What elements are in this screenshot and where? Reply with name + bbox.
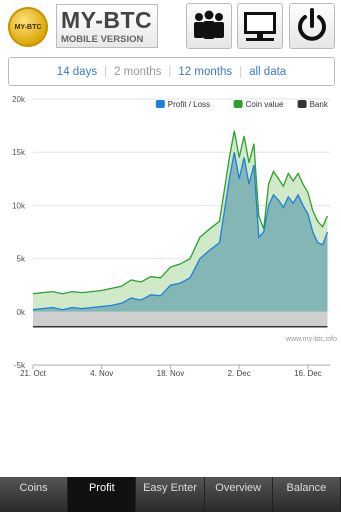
power-icon [298,8,326,41]
tab[interactable]: Easy Enter [136,477,205,512]
series-line [32,130,329,295]
series-line [32,152,329,311]
area-fill [33,311,328,327]
legend-label: Coin value [246,100,284,109]
watermark: www.my-btc.info [285,336,337,343]
app-title: MY-BTC [61,7,153,33]
y-tick-label: 20k [12,95,26,104]
range-option[interactable]: 2 months [114,65,162,78]
range-option[interactable]: all data [249,65,287,78]
desktop-button[interactable] [237,3,283,49]
y-tick-label: 15k [12,148,26,157]
y-tick-label: 0k [17,308,26,317]
tab[interactable]: Coins [0,477,69,512]
users-button[interactable] [186,3,232,49]
power-button[interactable] [289,3,335,49]
tab[interactable]: Overview [205,477,273,512]
range-option[interactable]: 14 days [56,65,98,78]
tab[interactable]: Profit [68,477,137,512]
x-tick-label: 2. Dec [228,369,251,378]
x-tick-label: 16. Dec [294,369,322,378]
legend-label: Profit / Loss [168,100,210,109]
tab-bar: Coins Profit Easy Enter Overview Balance [0,477,341,512]
chart: -5k 0k 5k 10k 15k 20k 21. Oct 4. Nov 18. Nov 2. D… [12,95,337,378]
range-selector: 14 days | 2 months | 12 months | all data [8,57,335,86]
separator: | [168,65,172,78]
app-subtitle: MOBILE VERSION [61,34,144,45]
monitor-icon [244,12,276,41]
separator: | [104,65,108,78]
area-fill [33,152,328,312]
x-tick-label: 18. Nov [157,369,185,378]
x-tick-label: 4. Nov [90,369,113,378]
legend-label: Bank [310,100,329,109]
header: MY-BTC MY-BTC MOBILE VERSION [0,0,341,52]
legend-swatch [155,100,165,108]
legend-swatch [297,100,307,108]
y-tick-label: 5k [17,255,26,264]
x-tick-label: 21. Oct [20,369,47,378]
legend-swatch [233,100,243,108]
tab[interactable]: Balance [273,477,341,512]
separator: | [239,65,243,78]
title-box: MY-BTC MOBILE VERSION [56,4,158,48]
y-tick-label: -5k [14,361,26,370]
users-icon [194,10,224,39]
logo[interactable]: MY-BTC [8,7,48,47]
y-tick-label: 10k [12,201,26,210]
range-option[interactable]: 12 months [178,65,233,78]
